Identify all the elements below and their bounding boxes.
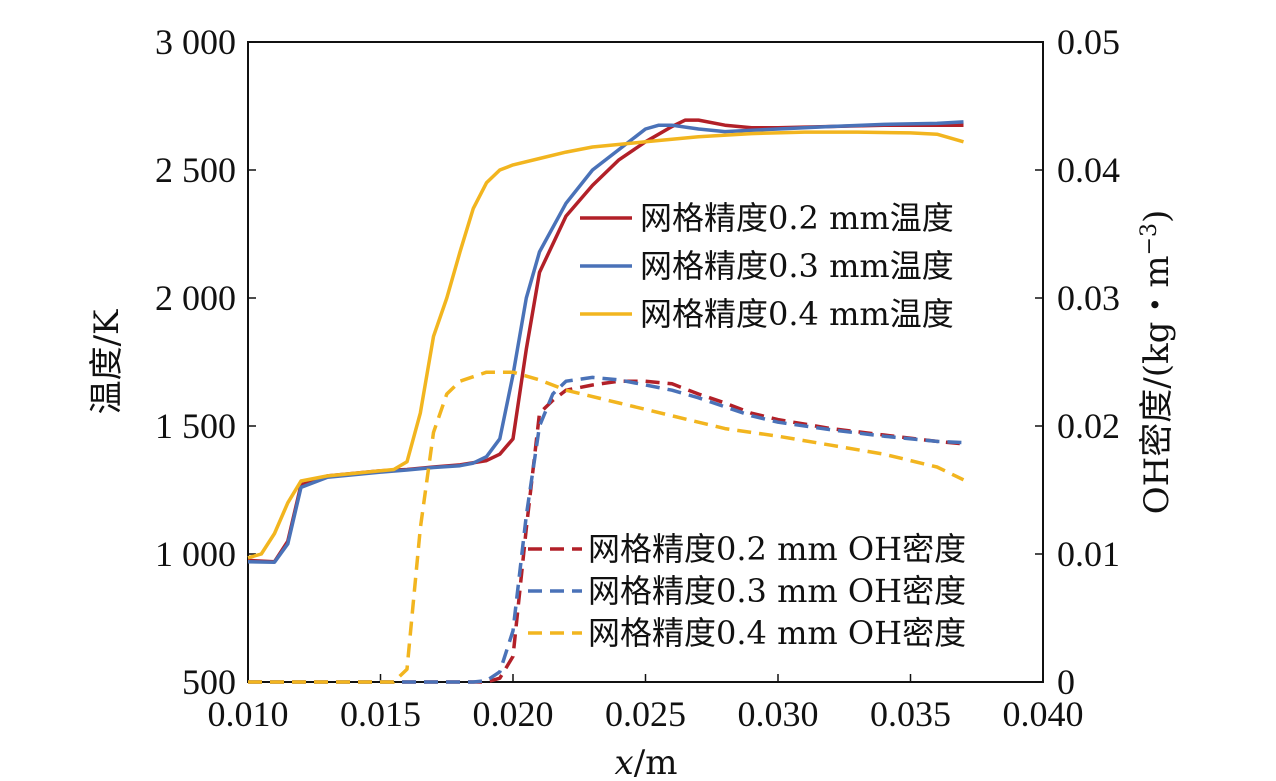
y-right-tick-label: 0.02	[1057, 406, 1120, 446]
series-line-5	[248, 375, 964, 684]
x-tick-label: 0.015	[340, 694, 421, 734]
plot-area: 0.010 0.015 0.020 0.025 0.030 0.035 0.0405001 …	[155, 22, 1120, 734]
x-tick-label: 0.010	[208, 694, 289, 734]
series-line-6	[248, 370, 965, 684]
y-right-tick-label: 0	[1057, 662, 1075, 702]
x-tick-label: 0.020	[473, 694, 554, 734]
y-left-tick-label: 1 000	[155, 534, 236, 574]
y-right-tick-label: 0.04	[1057, 150, 1120, 190]
series-layer	[247, 118, 965, 684]
y-axis-right-label-close: )	[1137, 210, 1177, 223]
x-tick-label: 0.035	[870, 694, 951, 734]
x-tick-label: 0.030	[738, 694, 819, 734]
y-left-tick-label: 1 500	[155, 406, 236, 446]
x-axis-label-unit: /m	[634, 743, 678, 781]
y-left-tick-label: 500	[182, 662, 236, 702]
legend-label-oh: 网格精度0.4 mm OH密度	[588, 614, 966, 652]
y-left-tick-label: 2 000	[155, 278, 236, 318]
y-right-tick-label: 0.03	[1057, 278, 1120, 318]
legend-label-temp: 网格精度0.4 mm温度	[640, 295, 954, 333]
legend-label-temp: 网格精度0.2 mm温度	[640, 199, 954, 237]
legend-label-oh: 网格精度0.3 mm OH密度	[588, 572, 966, 610]
series-line-3	[247, 130, 964, 560]
x-axis-label: x/m	[615, 743, 678, 781]
y-right-tick-label: 0.01	[1057, 534, 1120, 574]
y-axis-left-label: 温度/K	[87, 309, 127, 414]
y-left-tick-label: 2 500	[155, 150, 236, 190]
series-line-1	[247, 118, 964, 564]
legend-label-oh: 网格精度0.2 mm OH密度	[588, 530, 966, 568]
x-tick-label: 0.025	[605, 694, 686, 734]
y-axis-right-label-exp: −3	[1137, 223, 1162, 255]
y-axis-right-label: OH密度/(kg・m−3)	[1137, 210, 1178, 515]
legend-label-temp: 网格精度0.3 mm温度	[640, 247, 954, 285]
y-right-tick-label: 0.05	[1057, 22, 1120, 62]
x-tick-label: 0.040	[1003, 694, 1084, 734]
x-axis-label-var: x	[615, 743, 634, 781]
y-axis-right-label-main: OH密度/(kg・m	[1137, 255, 1177, 514]
series-line-2	[247, 120, 964, 564]
y-left-tick-label: 3 000	[155, 22, 236, 62]
